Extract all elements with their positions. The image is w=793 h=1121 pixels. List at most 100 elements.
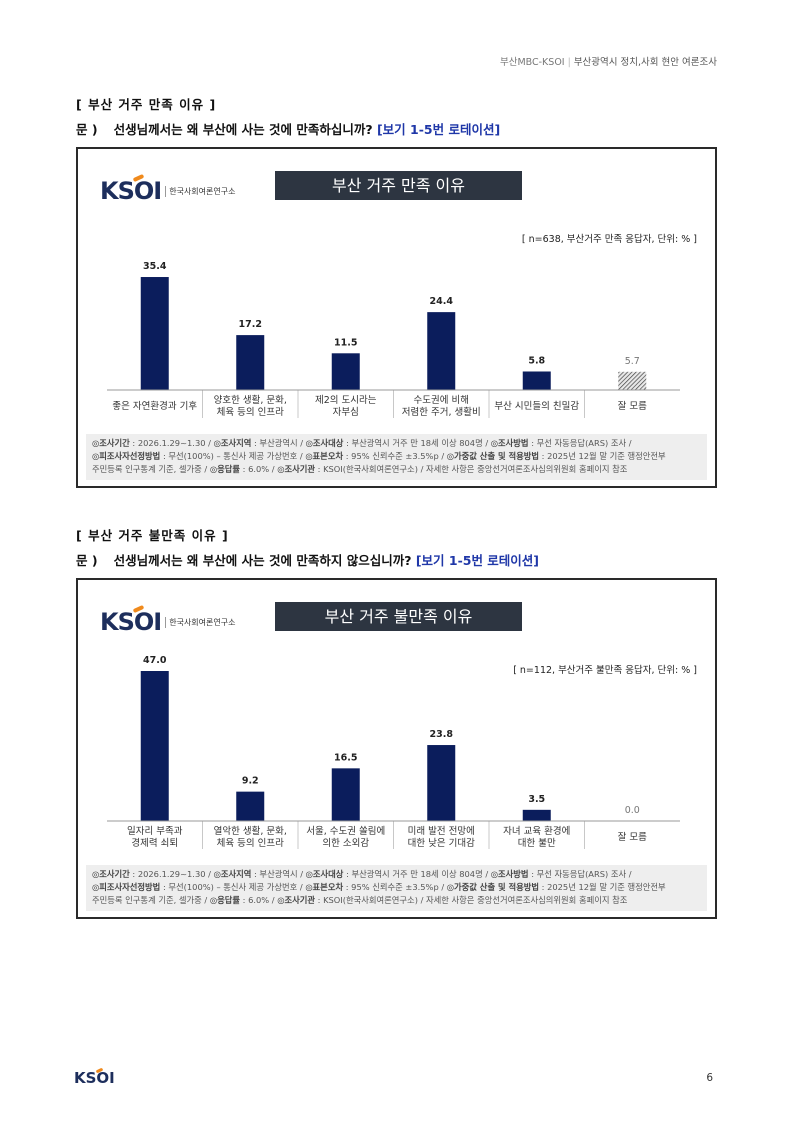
value-label: 23.8 <box>430 729 454 740</box>
methodology-value: : 부산광역시 거주 만 18세 이상 804명 / <box>343 869 491 879</box>
section-title: [ 부산 거주 만족 이유 ] <box>76 97 217 112</box>
methodology-key: ◎조사기관 <box>277 895 315 905</box>
rotation-note: [보기 1-5번 로테이션] <box>376 122 501 137</box>
rotation-note: [보기 1-5번 로테이션] <box>415 553 540 568</box>
category-label: 좋은 자연환경과 기후 <box>112 400 197 412</box>
methodology-line: 주민등록 인구통계 기준, 셀가중 / ◎응답률 : 6.0% / ◎조사기관 … <box>92 463 701 476</box>
methodology-value: : 2025년 12월 말 기준 행정안전부 <box>539 882 666 892</box>
question-label: 문 ) <box>76 122 98 137</box>
bar <box>427 745 456 821</box>
category-label: 열악한 생활, 문화, <box>214 825 287 837</box>
bar <box>331 353 360 390</box>
methodology-value: : 2026.1.29~1.30 / <box>129 869 214 879</box>
methodology-line: ◎피조사자선정방법 : 무선(100%) – 통신사 제공 가상번호 / ◎표본… <box>92 881 701 894</box>
category-label: 대한 낮은 기대감 <box>408 837 475 849</box>
bar <box>522 371 551 390</box>
ksoi-logo: KSOI 한국사회여론연구소 <box>100 173 235 205</box>
methodology-key: ◎조사기간 <box>92 438 130 448</box>
methodology-value: : 2025년 12월 말 기준 행정안전부 <box>539 451 666 461</box>
category-label: 수도권에 비해 <box>414 394 469 406</box>
bar <box>331 768 360 821</box>
value-label: 47.0 <box>143 655 167 666</box>
section-title: [ 부산 거주 불만족 이유 ] <box>76 528 229 543</box>
methodology-key: ◎조사대상 <box>305 869 344 879</box>
methodology-key: ◎조사기관 <box>277 464 315 474</box>
methodology-value: : KSOI(한국사회여론연구소) / 자세한 사항은 중앙선거여론조사심의위원… <box>315 464 628 474</box>
methodology-key: ◎가중값 산출 및 적용방법 <box>446 882 540 892</box>
methodology-value: : 무선(100%) – 통신사 제공 가상번호 / <box>160 882 306 892</box>
methodology-line: ◎피조사자선정방법 : 무선(100%) – 통신사 제공 가상번호 / ◎표본… <box>92 450 701 463</box>
methodology-value: 주민등록 인구통계 기준, 셀가중 / <box>92 895 210 905</box>
header-separator: | <box>567 57 571 68</box>
category-label: 자녀 교육 환경에 <box>503 825 570 837</box>
bar <box>618 371 647 390</box>
logo-subtitle: 한국사회여론연구소 <box>165 616 235 628</box>
value-label: 9.2 <box>242 776 259 787</box>
value-label: 24.4 <box>430 296 454 307</box>
methodology-key: ◎표본오차 <box>305 451 344 461</box>
methodology-key: ◎조사방법 <box>490 438 529 448</box>
value-label: 0.0 <box>625 805 640 816</box>
methodology-value: : 부산광역시 거주 만 18세 이상 804명 / <box>343 438 491 448</box>
bar <box>140 671 169 821</box>
methodology-value: : 부산광역시 / <box>251 869 306 879</box>
chart-note: [ n=638, 부산거주 만족 응답자, 단위: % ] <box>521 234 697 245</box>
bar <box>140 277 169 390</box>
methodology-key: ◎피조사자선정방법 <box>92 882 161 892</box>
question: 문 ) 선생님께서는 왜 부산에 사는 것에 만족하지 않으십니까? [보기 1-… <box>76 550 719 569</box>
page-header: 부산MBC-KSOI | 부산광역시 정치,사회 현안 여론조사 <box>500 54 717 68</box>
value-label: 16.5 <box>334 752 357 763</box>
methodology-line: ◎조사기간 : 2026.1.29~1.30 / ◎조사지역 : 부산광역시 /… <box>92 868 701 881</box>
chart-note: [ n=112, 부산거주 불만족 응답자, 단위: % ] <box>513 665 697 676</box>
methodology-value: : KSOI(한국사회여론연구소) / 자세한 사항은 중앙선거여론조사심의위원… <box>315 895 628 905</box>
header-org: 부산MBC-KSOI <box>499 57 565 68</box>
chart-title: 부산 거주 불만족 이유 <box>275 602 522 631</box>
methodology-value: : 6.0% / <box>240 464 278 474</box>
methodology-line: 주민등록 인구통계 기준, 셀가중 / ◎응답률 : 6.0% / ◎조사기관 … <box>92 894 701 907</box>
methodology-key: ◎조사대상 <box>305 438 344 448</box>
category-label: 잘 모름 <box>618 400 647 412</box>
methodology-value: : 무선 자동응답(ARS) 조사 / <box>528 438 632 448</box>
bar-chart: 35.4 좋은 자연환경과 기후 17.2 양호한 생활, 문화,체육 등의 인프라 1… <box>107 261 680 418</box>
chart-frame: 35.4 좋은 자연환경과 기후 17.2 양호한 생활, 문화, 체육 등의 인프라 1… <box>76 147 717 488</box>
logo-mark: KSOI <box>100 604 162 636</box>
methodology-key: ◎표본오차 <box>305 882 344 892</box>
logo-mark: KSOI <box>100 173 162 205</box>
question-text: 선생님께서는 왜 부산에 사는 것에 만족하십니까? <box>113 122 373 137</box>
category-label: 경제력 쇠퇴 <box>131 837 178 849</box>
footer-logo: KSOI <box>74 1067 115 1087</box>
section-dissatisfaction: [ 부산 거주 불만족 이유 ] 문 ) 선생님께서는 왜 부산에 사는 것에 만… <box>76 525 719 919</box>
category-label: 양호한 생활, 문화, <box>214 394 287 406</box>
methodology-key: ◎조사기간 <box>92 869 130 879</box>
value-label: 3.5 <box>528 794 545 805</box>
category-label: 서울, 수도권 쏠림에 <box>306 825 385 837</box>
bar <box>427 312 456 390</box>
methodology-value: : 무선(100%) – 통신사 제공 가상번호 / <box>160 451 306 461</box>
methodology-value: : 6.0% / <box>240 895 278 905</box>
category-label: 부산 시민들의 친밀감 <box>494 400 579 412</box>
ksoi-logo: KSOI 한국사회여론연구소 <box>100 604 235 636</box>
methodology-value: : 부산광역시 / <box>251 438 306 448</box>
category-label: 일자리 부족과 <box>127 826 183 837</box>
value-label: 11.5 <box>334 337 357 348</box>
bar <box>522 809 551 821</box>
category-label: 체육 등의 인프라 <box>217 838 284 849</box>
methodology-key: ◎조사지역 <box>213 869 252 879</box>
category-label: 저렴한 주거, 생활비 <box>402 406 481 418</box>
value-label: 17.2 <box>239 319 262 330</box>
methodology-key: ◎가중값 산출 및 적용방법 <box>446 451 540 461</box>
chart-title: 부산 거주 만족 이유 <box>275 171 522 200</box>
methodology-value: : 95% 신뢰수준 ±3.5%p / <box>343 882 447 892</box>
methodology-value: : 2026.1.29~1.30 / <box>129 438 214 448</box>
category-label: 의한 소외감 <box>322 837 369 849</box>
methodology-key: ◎피조사자선정방법 <box>92 451 161 461</box>
category-label: 대한 불만 <box>518 838 556 849</box>
value-label: 5.8 <box>528 355 545 366</box>
value-label: 35.4 <box>143 261 167 272</box>
category-label: 잘 모름 <box>618 831 647 843</box>
methodology-value: 주민등록 인구통계 기준, 셀가중 / <box>92 464 210 474</box>
bar <box>236 791 265 821</box>
header-title: 부산광역시 정치,사회 현안 여론조사 <box>573 57 717 68</box>
bar <box>236 335 265 390</box>
methodology-box: ◎조사기간 : 2026.1.29~1.30 / ◎조사지역 : 부산광역시 /… <box>86 434 707 480</box>
